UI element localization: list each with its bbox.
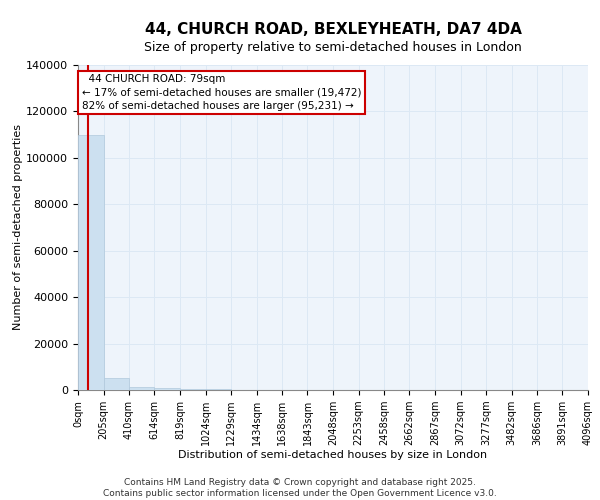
Text: Contains HM Land Registry data © Crown copyright and database right 2025.
Contai: Contains HM Land Registry data © Crown c… (103, 478, 497, 498)
Y-axis label: Number of semi-detached properties: Number of semi-detached properties (13, 124, 23, 330)
Bar (104, 378, 129, 390)
X-axis label: Distribution of semi-detached houses by size in London: Distribution of semi-detached houses by … (178, 450, 488, 460)
Text: 44, CHURCH ROAD, BEXLEYHEATH, DA7 4DA: 44, CHURCH ROAD, BEXLEYHEATH, DA7 4DA (145, 22, 521, 38)
Bar (180, 389, 205, 390)
Text: 44 CHURCH ROAD: 79sqm  
← 17% of semi-detached houses are smaller (19,472)
82% o: 44 CHURCH ROAD: 79sqm ← 17% of semi-deta… (82, 74, 361, 110)
Bar (78, 134, 104, 390)
Text: Size of property relative to semi-detached houses in London: Size of property relative to semi-detach… (144, 41, 522, 54)
Bar (154, 388, 180, 390)
Bar (129, 386, 154, 390)
